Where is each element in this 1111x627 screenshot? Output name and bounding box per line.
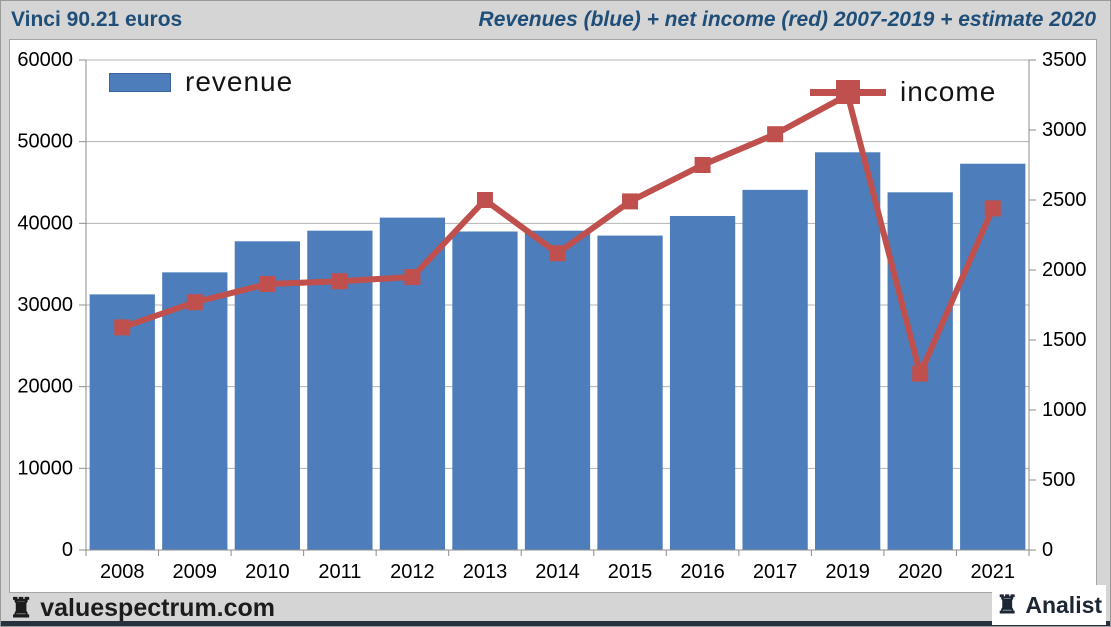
income-point-2015 [622, 193, 639, 210]
right-axis-label: 2000 [1042, 259, 1087, 281]
x-axis-label-2014: 2014 [535, 561, 580, 583]
left-axis-label: 0 [62, 539, 73, 561]
right-axis-label: 3500 [1042, 49, 1087, 71]
right-axis-label: 3000 [1042, 119, 1087, 141]
x-axis-label-2019: 2019 [825, 561, 870, 583]
rook-icon: ♜ [9, 592, 34, 623]
income-point-2013 [476, 192, 493, 208]
left-axis-label: 50000 [17, 131, 73, 153]
income-point-2008 [114, 319, 131, 336]
left-axis-label: 60000 [17, 49, 73, 71]
revenue-bar-2008 [89, 294, 155, 550]
left-axis-label: 40000 [17, 212, 73, 234]
x-axis-label-2021: 2021 [970, 561, 1015, 583]
revenue-bar-2013 [452, 231, 518, 550]
revenue-bar-2009 [162, 272, 228, 550]
income-point-2020 [912, 365, 929, 382]
x-axis-label-2017: 2017 [753, 561, 798, 583]
revenue-bar-2016 [669, 215, 736, 550]
right-axis-label: 1000 [1042, 399, 1087, 421]
income-point-2021 [984, 200, 1001, 217]
badge-text: Analist [1025, 591, 1103, 618]
revenue-bar-2015 [597, 235, 663, 551]
income-point-2014 [549, 245, 566, 262]
revenue-bar-2021 [960, 163, 1026, 550]
income-point-2011 [331, 273, 348, 290]
revenue-bar-2010 [234, 241, 300, 551]
legend-income: income [810, 76, 996, 108]
chart-panel: 0 10000 20000 30000 40000 50000 60000 0 500 1000 1… [9, 39, 1097, 593]
x-axis-label-2011: 2011 [318, 561, 361, 583]
right-axis-label: 1500 [1042, 329, 1087, 351]
chart-plot: 0 10000 20000 30000 40000 50000 60000 0 500 1000 1… [17, 49, 1087, 583]
x-axis-label-2012: 2012 [390, 561, 435, 583]
left-axis-label: 10000 [17, 457, 73, 479]
analist-badge[interactable]: ♜ Analist [992, 585, 1106, 625]
legend-income-label: income [900, 76, 997, 107]
legend-revenue: revenue [109, 66, 293, 98]
x-axis-label-2008: 2008 [100, 561, 145, 583]
income-line-marker-icon [810, 80, 886, 104]
revenue-bar-2012 [379, 217, 446, 550]
income-point-2016 [694, 157, 711, 173]
x-axis-label-2015: 2015 [608, 561, 653, 583]
revenue-bar-2017 [742, 189, 808, 550]
income-point-2012 [404, 269, 421, 285]
brand-text: valuespectrum.com [40, 593, 276, 622]
legend-revenue-label: revenue [185, 66, 294, 97]
x-axis-label-2013: 2013 [463, 561, 508, 583]
x-axis-label-2020: 2020 [898, 561, 943, 583]
right-axis-label: 0 [1042, 539, 1053, 561]
valuespectrum-brand[interactable]: ♜ valuespectrum.com [9, 593, 275, 623]
revenue-bar-2019 [815, 152, 881, 550]
income-point-2017 [767, 126, 784, 143]
income-point-2010 [259, 276, 276, 292]
revenue-swatch-icon [109, 72, 171, 92]
x-axis-label-2016: 2016 [680, 561, 725, 583]
x-axis-label-2009: 2009 [173, 561, 218, 583]
revenue-bar-2014 [524, 230, 591, 550]
left-axis-label: 20000 [17, 376, 73, 398]
x-axis-label-2010: 2010 [245, 561, 290, 583]
right-axis-label: 2500 [1042, 189, 1087, 211]
right-axis-label: 500 [1042, 469, 1075, 491]
income-point-2009 [186, 294, 203, 311]
rook-icon: ♜ [995, 590, 1019, 619]
left-axis-label: 30000 [17, 294, 73, 316]
instrument-title: Vinci 90.21 euros [11, 8, 183, 31]
chart-title: Revenues (blue) + net income (red) 2007-… [478, 8, 1096, 31]
bottom-divider [1, 621, 1110, 626]
